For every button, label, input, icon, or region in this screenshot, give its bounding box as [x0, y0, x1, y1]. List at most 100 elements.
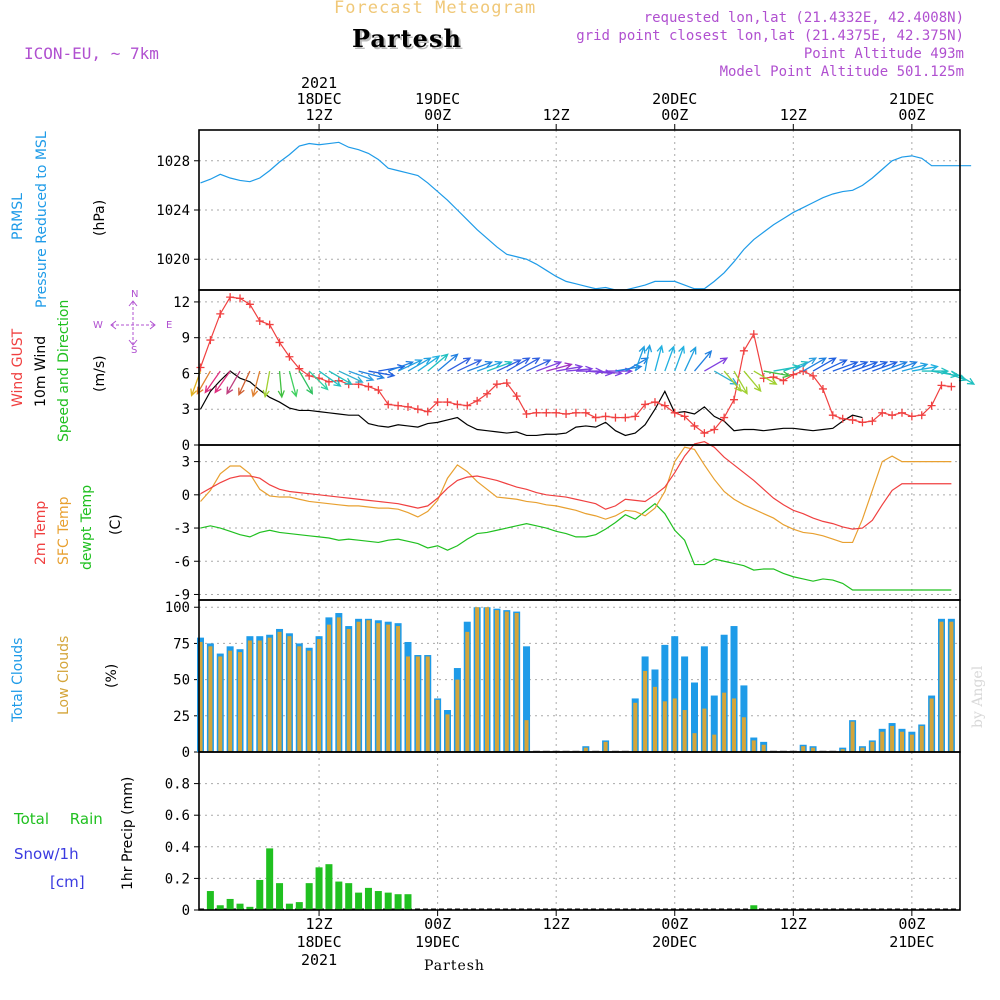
low-cloud-bar	[326, 624, 331, 752]
grid-coords: grid point closest lon,lat (21.4375E, 42…	[576, 28, 964, 44]
label-prmsl: PRMSL	[10, 193, 26, 240]
top-time-label: 18DEC	[296, 90, 341, 108]
label-total-rain: Total Rain	[14, 810, 103, 828]
low-cloud-bar	[692, 733, 697, 752]
wind-arrow	[262, 370, 271, 399]
y-tick-label: 0	[182, 488, 190, 504]
gust-marker	[542, 408, 551, 417]
low-cloud-bar	[732, 698, 737, 752]
wind-arrow	[476, 360, 503, 372]
y-tick-label: 9	[182, 331, 190, 347]
low-cloud-bar	[890, 725, 895, 752]
gust-marker	[571, 408, 580, 417]
low-cloud-bar	[939, 621, 944, 752]
gust-marker	[206, 336, 215, 345]
gust-marker	[897, 408, 906, 417]
top-time-label: 12Z	[780, 106, 807, 124]
rain-bar	[394, 894, 402, 910]
low-cloud-bar	[297, 646, 302, 752]
low-cloud-bar	[801, 746, 806, 752]
total-cloud-bar	[691, 682, 698, 752]
low-cloud-bar	[465, 631, 470, 752]
gust-marker	[374, 386, 383, 395]
wind-arrow	[298, 370, 314, 395]
gust-marker	[433, 398, 442, 407]
wind-arrow	[654, 344, 664, 372]
wind-arrow	[204, 370, 221, 394]
gust-marker	[789, 370, 798, 379]
low-cloud-bar	[346, 628, 351, 752]
low-cloud-bar	[860, 747, 865, 752]
top-time-label: 21DEC	[889, 90, 934, 108]
wind-arrow	[368, 370, 396, 379]
top-time-label: 00Z	[661, 106, 688, 124]
bottom-time-label: 21DEC	[889, 933, 934, 951]
gust-marker	[947, 382, 956, 391]
top-time-label: 12Z	[543, 106, 570, 124]
gust-marker	[483, 389, 492, 398]
low-cloud-bar	[267, 637, 272, 752]
gust-marker	[700, 429, 709, 438]
low-cloud-bar	[307, 650, 312, 752]
model-altitude: Model Point Altitude 501.125m	[719, 64, 964, 80]
wind-arrow	[277, 371, 285, 399]
watermark: by Angel	[970, 665, 986, 728]
gust-marker	[512, 392, 521, 401]
rain-bar	[335, 881, 343, 910]
wind-arrow	[674, 345, 685, 372]
wind-arrow	[251, 370, 261, 398]
rain-bar	[285, 903, 293, 910]
compass-s: S	[131, 345, 138, 356]
rain-bar	[345, 883, 353, 910]
rain-bar	[295, 902, 303, 910]
gust-marker	[799, 367, 808, 376]
gust-marker	[236, 294, 245, 303]
low-cloud-bar	[455, 679, 460, 752]
gust-marker	[660, 401, 669, 410]
gust-marker	[670, 408, 679, 417]
wind-arrow	[506, 357, 531, 372]
low-cloud-bar	[909, 734, 914, 752]
gust-marker	[552, 408, 561, 417]
t2m-line	[200, 441, 952, 530]
low-cloud-bar	[336, 617, 341, 752]
wind-arrow	[536, 360, 563, 372]
low-cloud-bar	[929, 698, 934, 752]
gust-marker	[522, 410, 531, 418]
gust-marker	[423, 407, 432, 416]
rain-bar	[246, 906, 254, 910]
rain-bar	[384, 892, 392, 910]
low-cloud-bar	[504, 611, 509, 752]
wind-arrow	[427, 353, 449, 372]
bottom-time-label: 2021	[301, 951, 337, 969]
gust-marker	[650, 398, 659, 407]
low-cloud-bar	[712, 734, 717, 752]
compass-n: N	[131, 289, 139, 300]
rain-bar	[364, 887, 372, 910]
label-cm: [cm]	[50, 873, 85, 891]
gust-marker	[927, 401, 936, 410]
bottom-time-label: 20DEC	[652, 933, 697, 951]
wind-arrow	[644, 344, 653, 372]
wind-arrow	[832, 360, 859, 372]
label-degc: (C)	[108, 514, 124, 535]
y-tick-label: 25	[173, 709, 190, 725]
wind-arrow	[238, 370, 251, 396]
y-tick-label: 0	[182, 745, 190, 761]
top-time-label: 2021	[301, 74, 337, 92]
label-prmsl-sub: Pressure Reduced to MSL	[34, 131, 50, 308]
wind-arrow	[743, 370, 762, 393]
low-cloud-bar	[514, 613, 519, 752]
bottom-time-label: 00Z	[898, 915, 925, 933]
y-tick-label: 0	[182, 903, 190, 919]
top-time-label: 19DEC	[415, 90, 460, 108]
top-time-label: 00Z	[424, 106, 451, 124]
compass-e: E	[166, 320, 173, 331]
gust-marker	[305, 371, 314, 380]
wind-arrow	[664, 345, 676, 372]
bottom-time-label: 00Z	[661, 915, 688, 933]
low-cloud-bar	[603, 741, 608, 752]
wind-arrow	[704, 357, 729, 372]
wind-arrow	[862, 360, 889, 372]
